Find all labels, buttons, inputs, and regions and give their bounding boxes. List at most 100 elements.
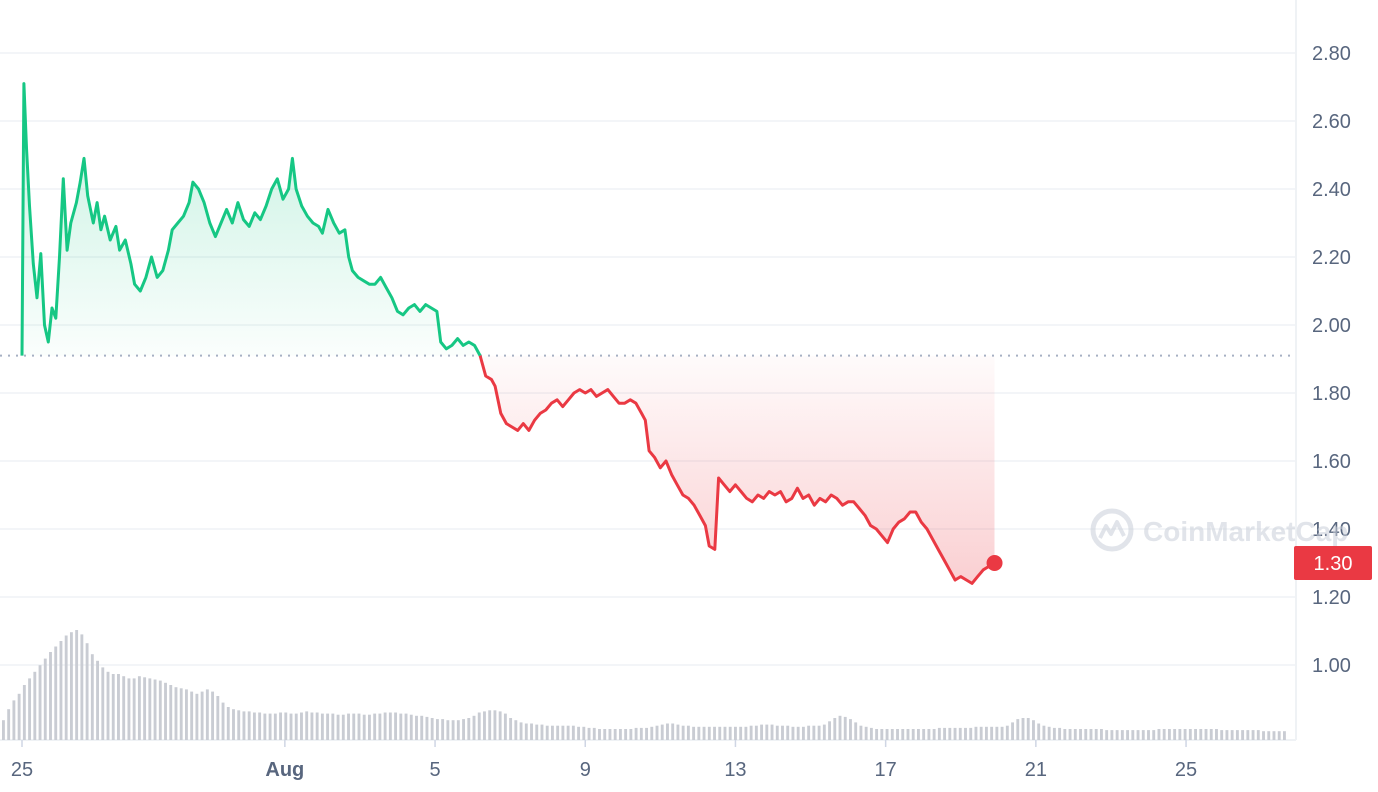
volume-bar: [216, 696, 220, 740]
volume-bar: [477, 712, 481, 740]
volume-bar: [1246, 730, 1250, 740]
volume-bar: [179, 688, 183, 740]
volume-bar: [326, 713, 330, 740]
volume-bar: [17, 693, 21, 740]
volume-bar: [127, 678, 131, 740]
volume-bar: [1089, 729, 1093, 740]
volume-bar: [618, 729, 622, 740]
current-price-dot: [986, 555, 1003, 571]
volume-bar: [655, 725, 659, 740]
volume-bar: [451, 720, 455, 740]
volume-bar: [969, 727, 973, 740]
volume-bar: [770, 724, 774, 740]
volume-bar: [509, 718, 513, 740]
volume-bar: [1209, 729, 1213, 740]
volume-bar: [728, 726, 732, 740]
y-tick-label: 2.20: [1312, 247, 1351, 269]
volume-bar: [1068, 729, 1072, 740]
volume-bar: [1073, 729, 1077, 740]
volume-bar: [211, 691, 215, 740]
volume-bar: [28, 678, 32, 740]
volume-bar: [289, 713, 293, 740]
volume-bar: [415, 715, 418, 740]
volume-bar: [164, 682, 167, 740]
volume-bar: [995, 726, 999, 740]
volume-bar: [754, 725, 758, 740]
volume-bar: [1120, 730, 1124, 740]
volume-bar: [545, 725, 549, 740]
volume-bar: [273, 713, 277, 740]
volume-bar: [896, 729, 899, 740]
volume-bar: [1032, 720, 1035, 740]
volume-bar: [937, 727, 941, 740]
volume-bar: [1178, 729, 1182, 740]
volume-bar: [838, 715, 842, 740]
x-tick-label: 25: [11, 759, 33, 781]
volume-bar: [336, 714, 340, 740]
volume-bar: [629, 729, 633, 740]
volume-bar: [645, 727, 648, 740]
x-axis-ticks: 25 Aug 5 9 13 17 21 25: [11, 740, 1197, 781]
volume-bar: [1277, 731, 1281, 740]
area-below-baseline: [480, 355, 995, 584]
volume-bar: [90, 654, 94, 740]
volume-bar: [739, 726, 743, 740]
volume-bar: [430, 718, 434, 740]
x-tick-label: 25: [1175, 759, 1197, 781]
volume-bar: [1272, 731, 1276, 740]
volume-bar: [1084, 729, 1088, 740]
volume-bar: [592, 727, 596, 740]
volume-bar: [796, 726, 800, 740]
volume-bar: [1251, 730, 1255, 740]
volume-bar: [174, 687, 178, 740]
volume-bar: [1173, 729, 1177, 740]
y-tick-label: 1.20: [1312, 587, 1351, 609]
volume-bar: [1152, 730, 1156, 740]
volume-bars: [2, 630, 1286, 740]
volume-bar: [911, 729, 915, 740]
volume-bar: [1026, 718, 1030, 740]
volume-bar: [1110, 730, 1114, 740]
volume-bar: [613, 729, 617, 740]
volume-bar: [96, 660, 99, 740]
volume-bar: [441, 719, 445, 740]
y-tick-label: 2.60: [1312, 111, 1351, 133]
coinmarketcap-logo-icon: [1090, 508, 1134, 552]
volume-bar: [22, 685, 26, 740]
volume-bar: [807, 725, 811, 740]
watermark: CoinMarketCap: [1090, 508, 1348, 552]
volume-bar: [775, 725, 779, 740]
volume-bar: [1094, 729, 1098, 740]
volume-bar: [352, 713, 356, 740]
volume-bar: [394, 712, 398, 740]
volume-bar: [383, 712, 387, 740]
volume-bar: [1199, 729, 1203, 740]
volume-bar: [409, 714, 413, 740]
volume-bar: [540, 724, 544, 740]
volume-bar: [984, 726, 988, 740]
volume-bar: [1188, 729, 1192, 740]
volume-bar: [964, 727, 967, 740]
volume-bar: [1283, 731, 1286, 740]
y-tick-label: 1.40: [1312, 519, 1351, 541]
price-line-up: [20, 82, 482, 357]
volume-bar: [885, 729, 889, 740]
volume-bar: [864, 726, 868, 740]
volume-bar: [7, 709, 11, 740]
y-tick-label: 2.80: [1312, 43, 1351, 65]
volume-bar: [849, 719, 852, 740]
volume-bar: [43, 658, 47, 740]
volume-bar: [1267, 731, 1271, 740]
volume-bar: [237, 710, 241, 740]
volume-bar: [1079, 729, 1082, 740]
volume-bar: [315, 712, 319, 740]
volume-bar: [498, 711, 502, 740]
volume-bar: [503, 713, 507, 740]
volume-bar: [1115, 730, 1119, 740]
volume-bar: [624, 729, 628, 740]
volume-bar: [801, 726, 805, 740]
volume-bar: [958, 727, 962, 740]
volume-bar: [702, 726, 706, 740]
volume-bar: [80, 634, 84, 740]
